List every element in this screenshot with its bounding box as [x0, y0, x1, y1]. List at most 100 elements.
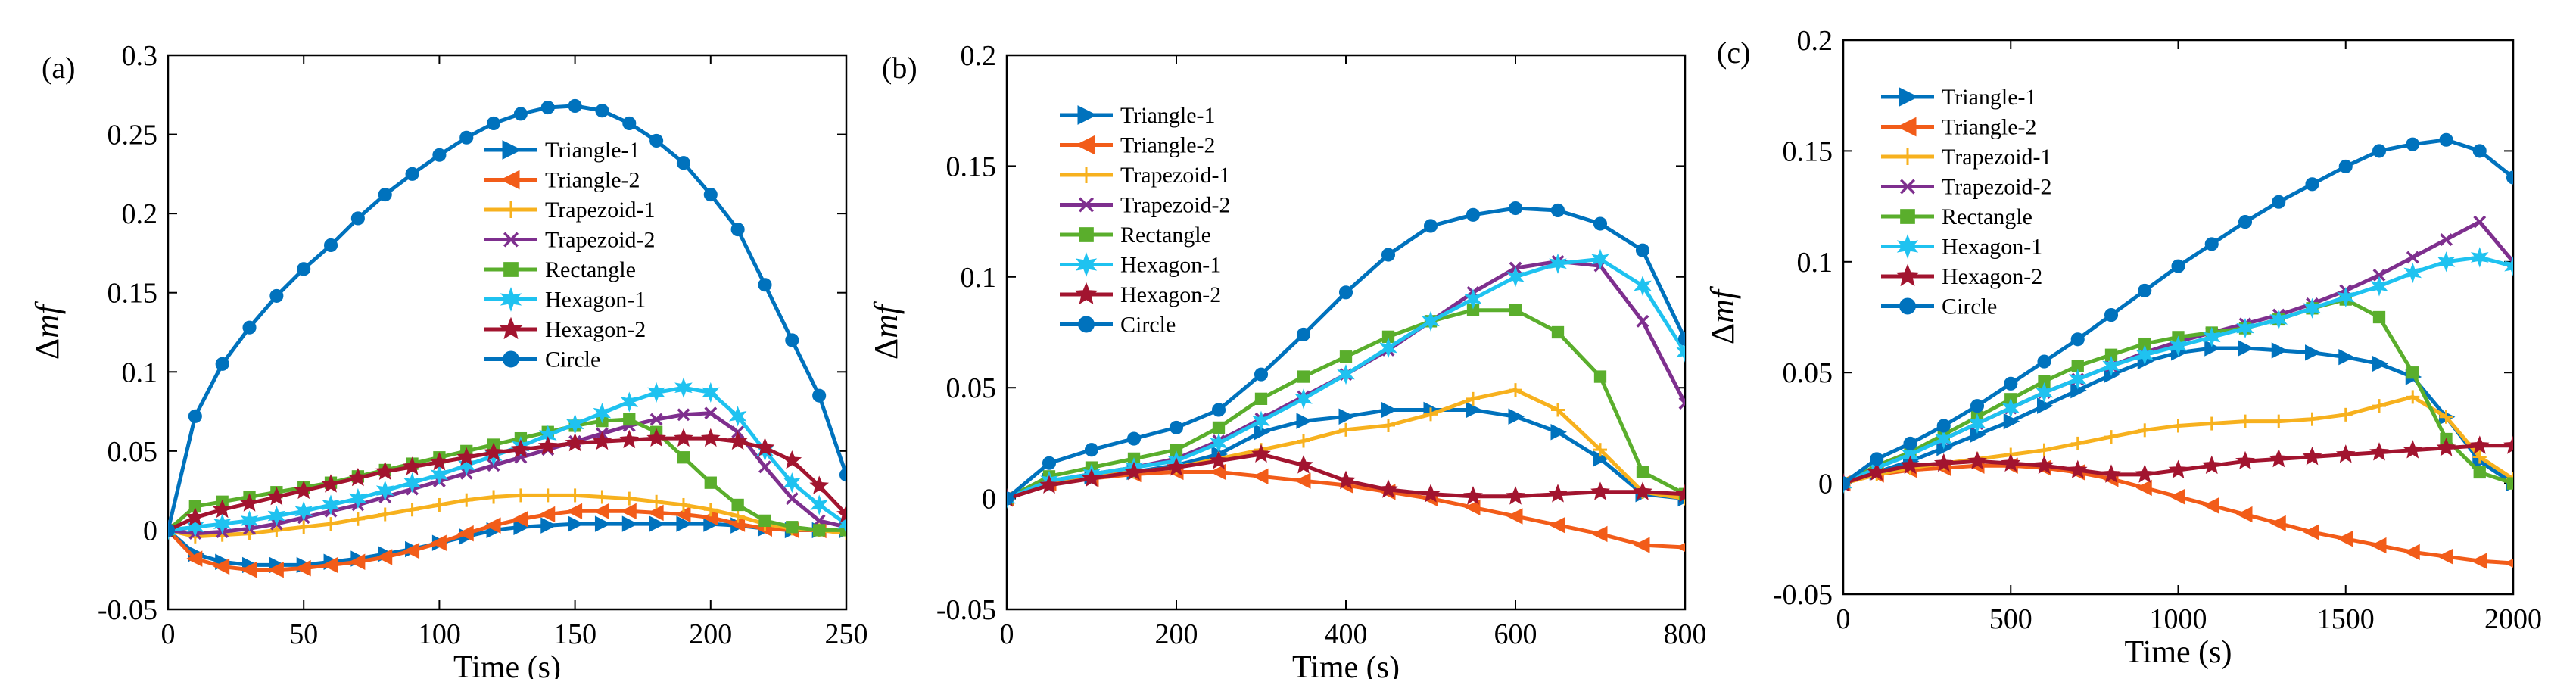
legend-item: Circle [1060, 313, 1176, 338]
data-point-rectangle [1297, 370, 1310, 383]
data-point-hexagon-2 [321, 474, 341, 493]
data-point-circle [1423, 219, 1438, 233]
y-tick-label: 0.15 [1783, 135, 1833, 167]
data-point-hexagon-1 [2102, 355, 2120, 377]
data-point-rectangle [2473, 466, 2486, 479]
data-point-trapezoid-1 [2305, 412, 2319, 426]
data-point-hexagon-1 [1379, 337, 1397, 359]
data-point-circle [1084, 443, 1099, 457]
data-point-triangle-2 [1210, 463, 1226, 481]
data-point-hexagon-1 [1968, 413, 1986, 434]
data-point-hexagon-1 [728, 406, 747, 427]
data-point-trapezoid-1 [2406, 390, 2420, 404]
data-point-hexagon-2 [592, 431, 612, 450]
data-point-triangle-2 [267, 562, 284, 578]
y-tick-label: 0.05 [1783, 357, 1833, 389]
data-point-rectangle [1212, 421, 1226, 434]
data-point-hexagon-2 [2403, 440, 2423, 459]
data-point-hexagon-2 [1867, 462, 1887, 481]
data-point-trapezoid-1 [1466, 391, 1480, 406]
data-point-hexagon-2 [782, 450, 802, 469]
data-point-triangle-2 [1464, 499, 1481, 516]
data-point-circle [1870, 452, 1884, 466]
data-point-circle [269, 288, 284, 303]
data-point-triangle-2 [2336, 531, 2353, 547]
legend-marker [1899, 179, 1916, 195]
data-point-trapezoid-1 [703, 503, 718, 517]
data-point-hexagon-1 [593, 403, 612, 424]
legend-marker [500, 287, 522, 312]
data-point-hexagon-1 [620, 391, 639, 413]
data-point-triangle-1 [568, 515, 584, 532]
data-point-triangle-2 [2437, 548, 2453, 565]
data-point-circle [1042, 456, 1057, 470]
data-point-circle [676, 156, 691, 170]
data-point-circle [2372, 144, 2387, 158]
data-point-circle [513, 107, 528, 121]
legend-item: Rectangle [1881, 204, 2032, 229]
legend-marker [502, 140, 522, 160]
data-point-circle [703, 187, 718, 202]
data-point-hexagon-1 [1464, 288, 1482, 310]
data-point-triangle-1 [1381, 401, 1397, 419]
data-point-circle [1296, 327, 1311, 341]
data-point-circle [649, 133, 664, 148]
legend-label: Triangle-1 [1942, 85, 2037, 110]
data-point-circle [1254, 367, 1269, 382]
data-point-hexagon-1 [674, 377, 693, 398]
data-point-hexagon-1 [213, 513, 232, 534]
data-point-trapezoid-1 [1339, 422, 1353, 437]
data-point-hexagon-1 [1422, 310, 1440, 332]
data-point-rectangle [2372, 310, 2386, 324]
legend-label: Trapezoid-2 [1120, 193, 1231, 218]
legend-label: Hexagon-2 [1942, 264, 2042, 289]
data-point-circle [2338, 159, 2353, 173]
data-point-hexagon-2 [2469, 435, 2490, 454]
data-point-circle [2406, 137, 2420, 151]
data-point-hexagon-2 [1209, 450, 1229, 469]
y-tick-label: 0.05 [946, 372, 997, 404]
data-point-circle [378, 187, 392, 202]
data-point-circle [2204, 237, 2219, 251]
legend: Triangle-1 Triangle-2 Trapezoid-1 Trapezoid… [1881, 85, 2052, 319]
data-point-circle [1466, 207, 1481, 222]
data-point-circle [297, 262, 311, 276]
data-point-trapezoid-1 [1424, 407, 1438, 422]
data-point-trapezoid-2 [1678, 397, 1685, 410]
data-point-trapezoid-1 [459, 493, 474, 507]
data-point-rectangle [1509, 304, 1522, 316]
data-point-trapezoid-1 [2037, 443, 2051, 457]
data-point-triangle-1 [621, 515, 639, 532]
data-point-hexagon-2 [674, 428, 693, 447]
data-point-hexagon-2 [619, 429, 640, 449]
series-line-rectangle [168, 417, 846, 532]
legend-marker [1074, 282, 1098, 305]
data-point-circle [1677, 332, 1685, 346]
panel-label: (a) [42, 51, 75, 85]
data-point-rectangle [623, 413, 636, 426]
data-point-triangle-2 [2403, 544, 2420, 561]
x-tick-label: 200 [689, 618, 732, 650]
data-point-triangle-1 [1466, 401, 1482, 419]
data-point-hexagon-2 [1082, 468, 1101, 487]
data-point-rectangle [731, 498, 744, 512]
legend-marker [1896, 234, 1919, 259]
data-point-hexagon-2 [1506, 486, 1525, 505]
data-point-hexagon-2 [429, 451, 450, 471]
legend-marker [1079, 227, 1094, 242]
x-tick-label: 400 [1325, 618, 1368, 650]
data-point-hexagon-2 [700, 428, 721, 447]
data-point-trapezoid-1 [2204, 416, 2219, 431]
data-point-hexagon-2 [484, 442, 503, 461]
data-point-trapezoid-2 [785, 492, 799, 506]
data-point-hexagon-1 [1506, 266, 1525, 288]
data-point-hexagon-2 [1251, 444, 1271, 463]
data-point-hexagon-2 [809, 475, 829, 494]
x-axis-label: Time (s) [453, 650, 561, 679]
data-point-hexagon-1 [647, 382, 665, 403]
x-tick-label: 50 [289, 618, 318, 650]
legend-marker [1075, 135, 1095, 155]
y-tick-label: 0.15 [107, 278, 158, 310]
data-point-circle [785, 333, 799, 347]
